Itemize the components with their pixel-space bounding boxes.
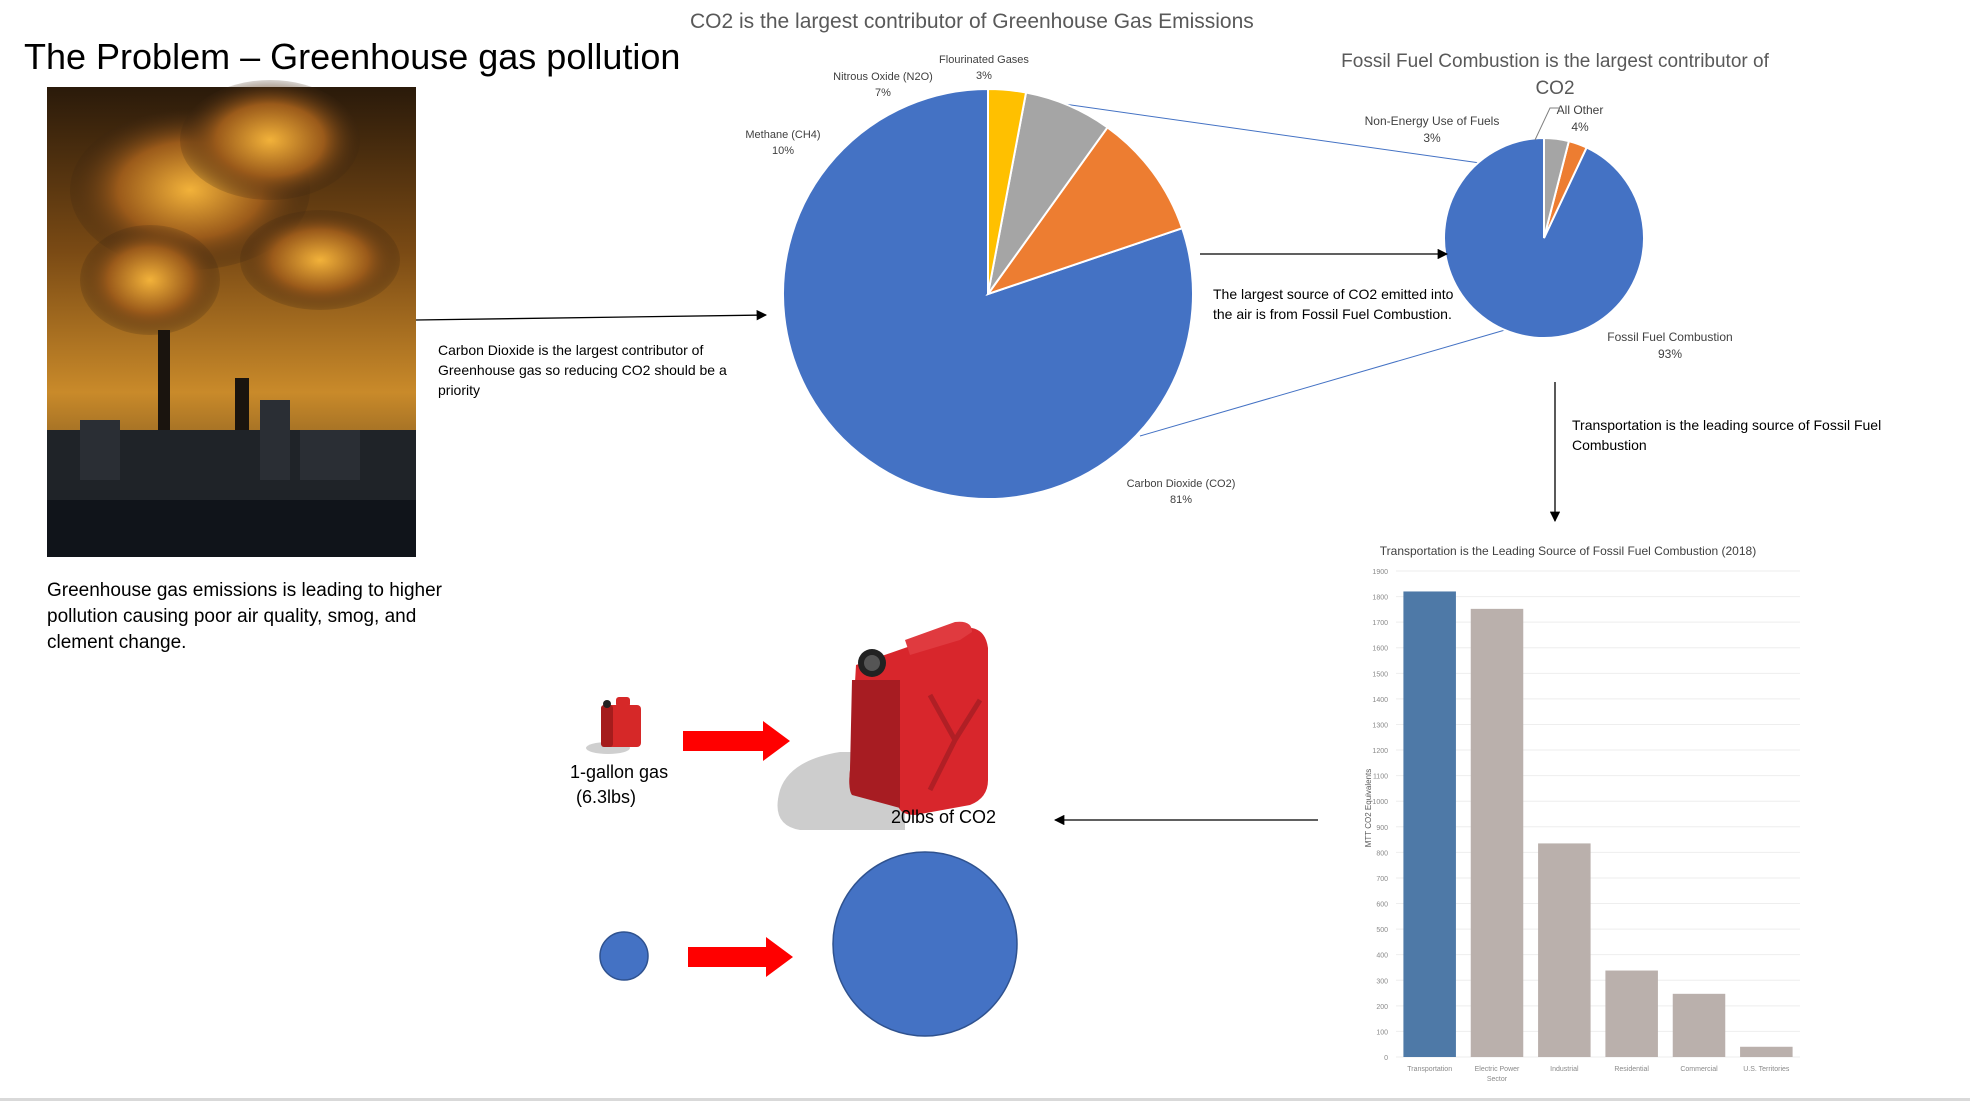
bar-ytick-label: 900 [1376,825,1388,832]
small-mass-circle [599,931,649,981]
bar-ytick-label: 400 [1376,953,1388,960]
red-arrow-bottom [688,937,793,977]
pie1-value-co2: 81% [1170,494,1192,506]
zoom-line-bottom [1139,329,1506,437]
bar-ytick-label: 1400 [1372,697,1388,704]
pie2-value-other: 4% [1571,120,1589,134]
gallon-label-line1: 1-gallon gas [570,762,669,782]
red-arrow-top [683,721,790,761]
bar-ytick-label: 0 [1384,1055,1388,1062]
pie2-leader-other [1534,107,1560,141]
bar-ytick-label: 1000 [1372,799,1388,806]
ghg-chart-title: CO2 is the largest contributor of Greenh… [690,10,1254,33]
bar-ytick-label: 200 [1376,1004,1388,1011]
bar-ytick-label: 800 [1376,850,1388,857]
bar-ytick-label: 1500 [1372,671,1388,678]
bar-ytick-label: 1100 [1373,774,1388,781]
bottom-divider [0,1098,1970,1101]
pie2-value-fossil: 93% [1658,347,1682,361]
pie-slice-methane-ch4 [985,126,1184,296]
bar-ytick-label: 700 [1376,876,1388,883]
gallon-label: 1-gallon gas (6.3lbs) [570,760,668,810]
zoom-line-top [1049,101,1481,164]
bar-category-label: Electric Power [1475,1066,1520,1073]
ghg-pie-chart [782,87,1194,500]
bar-category-label: Commercial [1680,1066,1718,1073]
transport-note: Transportation is the leading source of … [1572,417,1882,453]
bar-chart-title: Transportation is the Leading Source of … [1379,544,1757,558]
bar-transportation [1403,591,1456,1057]
bar-ytick-label: 1900 [1372,569,1388,576]
large-gas-can-icon [777,621,988,830]
pie2-label-nonenergy: Non-Energy Use of Fuels [1365,114,1500,128]
co2-result-label: 20lbs of CO2 [891,807,997,827]
bar-category-label: Industrial [1550,1066,1579,1073]
bar-ytick-label: 1200 [1372,748,1388,755]
transport-bar-chart: 0 100 200 300 400 500 600 700 800 900 1000 1100 1200… [1372,569,1800,1083]
bar-u-s-territories [1740,1046,1793,1057]
fossil-chart-title: Fossil Fuel Combustion is the largest co… [1341,51,1769,99]
small-gas-can-icon [586,697,641,754]
pie1-label-methane: Methane (CH4) [745,129,820,141]
co2-note: Carbon Dioxide is the largest contributo… [438,342,727,398]
bar-electric-power-sector [1470,608,1524,1057]
bar-industrial [1538,843,1591,1057]
bar-residential [1605,970,1658,1057]
pie2-label-other: All Other [1557,103,1604,117]
bar-category-label: U.S. Territories [1743,1066,1790,1073]
bar-ytick-label: 100 [1376,1029,1388,1036]
pollution-photo [47,80,416,557]
gallon-label-line2: (6.3lbs) [576,787,637,807]
bar-ytick-label: 1300 [1372,722,1388,729]
pie1-label-n2o: Nitrous Oxide (N2O) [833,71,933,83]
bar-category-label: Sector [1487,1076,1508,1083]
bar-ytick-label: 1600 [1372,646,1388,653]
pie1-value-methane: 10% [772,145,794,157]
bar-ytick-label: 1700 [1372,620,1388,627]
problem-description: Greenhouse gas emissions is leading to h… [47,580,443,653]
pie1-label-fgas: Flourinated Gases [939,54,1029,66]
bar-commercial [1672,993,1726,1057]
page-title: The Problem – Greenhouse gas pollution [24,36,681,77]
bar-ytick-label: 500 [1376,927,1388,934]
co2-source-pie-chart [1443,136,1645,339]
large-mass-circle [832,851,1018,1037]
bar-ytick-label: 600 [1376,902,1388,909]
pie1-value-fgas: 3% [976,70,992,82]
pie2-label-fossil: Fossil Fuel Combustion [1607,330,1732,344]
bar-ytick-label: 300 [1376,978,1388,985]
pie2-value-nonenergy: 3% [1423,131,1441,145]
arrow-photo-to-pie [415,309,768,321]
bar-category-label: Transportation [1407,1066,1452,1073]
bar-ytick-label: 1800 [1372,595,1388,602]
bar-category-label: Residential [1614,1066,1649,1073]
pie1-value-n2o: 7% [875,87,891,99]
bar-ylabel: MTT CO2 Equivalents [1364,769,1373,848]
pie1-label-co2: Carbon Dioxide (CO2) [1127,478,1236,490]
pie-slice-flourinated-gases [987,87,1028,295]
fossil-note: The largest source of CO2 emitted into t… [1213,286,1454,322]
pie-slice-all-other [1543,136,1571,239]
